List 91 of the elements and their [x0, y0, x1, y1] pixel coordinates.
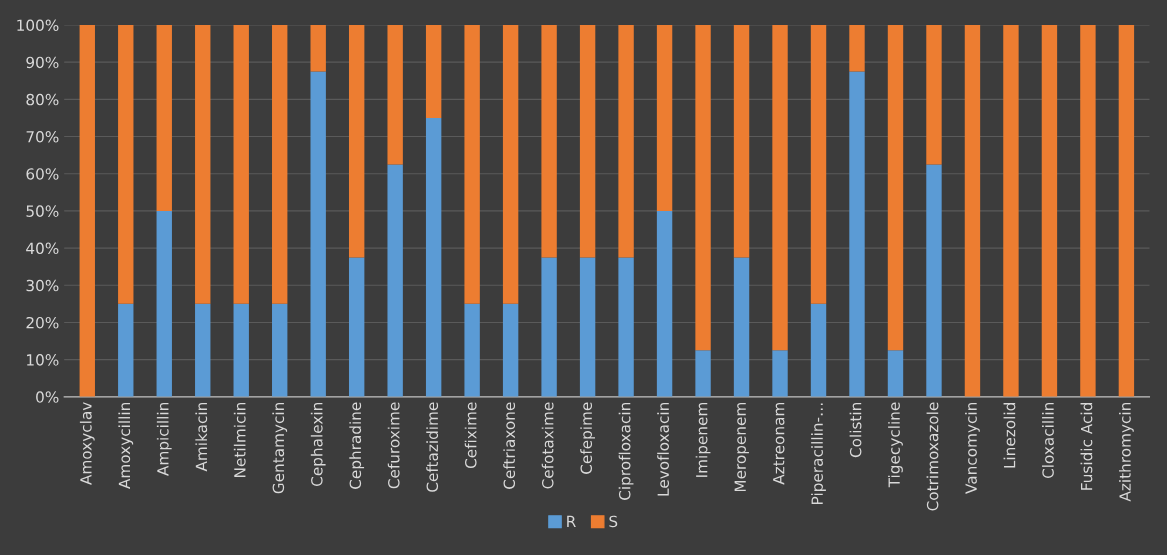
bar	[695, 24, 711, 351]
bar	[425, 24, 442, 118]
bar	[310, 24, 326, 72]
x-tick-label: Cotrimoxazole	[926, 402, 939, 511]
bar	[387, 24, 403, 165]
bar	[348, 257, 365, 397]
bar	[348, 24, 365, 258]
x-tick-label: Ceftriaxone	[503, 402, 516, 489]
x-tick-label: Azithromycin	[1119, 402, 1134, 502]
bar	[464, 24, 480, 304]
bar	[541, 24, 557, 258]
bar	[772, 350, 788, 397]
x-tick-label: Cefepime	[580, 402, 595, 474]
bar	[656, 210, 673, 397]
y-tick-label: 20%	[26, 316, 59, 329]
x-tick-label: Colistin	[849, 402, 862, 458]
x-tick-label: Piperacillin-…	[811, 403, 826, 504]
x-tick-label: Amoxyclav	[79, 402, 95, 485]
x-tick-label: Gentamycin	[272, 402, 288, 494]
bar	[579, 24, 596, 258]
x-tick-label: Tigecycline	[888, 402, 903, 488]
bar	[733, 24, 750, 258]
x-tick-label: Ampicillin	[156, 402, 172, 476]
x-tick-label: Vancomycin	[965, 402, 980, 494]
bar	[233, 303, 249, 397]
bar	[849, 71, 865, 397]
legend-label: S	[609, 515, 618, 528]
bar	[733, 257, 750, 397]
bar	[464, 303, 480, 397]
y-tick-label: 60%	[26, 168, 59, 180]
x-tick-label: Imipenem	[695, 402, 711, 477]
bar	[926, 164, 942, 397]
bar	[118, 24, 134, 304]
bar	[926, 24, 942, 165]
x-tick-label: Cephalexin	[310, 402, 326, 486]
x-tick-label: Cefuroxime	[387, 402, 400, 489]
x-tick-label: Cloxacillin	[1042, 402, 1054, 479]
bar	[656, 24, 673, 211]
bar	[1118, 24, 1135, 397]
y-tick-label: 40%	[26, 242, 59, 255]
bar	[425, 117, 442, 397]
x-tick-label: Netilmicin	[233, 402, 246, 477]
bar	[810, 303, 827, 397]
x-tick-label: Cefixime	[464, 402, 477, 469]
bar	[695, 350, 711, 397]
x-tick-label: Linezolid	[1003, 403, 1016, 468]
x-tick-label: Cefotaxime	[541, 402, 554, 489]
y-tick-label: 10%	[27, 354, 59, 366]
x-tick-label: Meropenem	[734, 402, 749, 492]
bar	[233, 24, 249, 304]
y-tick-label: 80%	[26, 93, 59, 106]
y-tick-label: 50%	[26, 205, 59, 217]
y-tick-label: 0%	[36, 391, 59, 403]
bar	[541, 257, 557, 397]
x-tick-label: Ciprofloxacin	[618, 402, 634, 500]
x-tick-label: Cephradine	[349, 402, 365, 489]
bar	[849, 24, 865, 72]
x-tick-label: Levofloxacin	[657, 402, 669, 496]
bar	[618, 257, 634, 397]
bar	[964, 24, 981, 397]
bar	[502, 24, 519, 304]
x-tick-label: Amikacin	[195, 402, 208, 472]
bar	[387, 164, 403, 397]
y-tick-label: 100%	[17, 19, 59, 31]
bar	[579, 257, 596, 397]
bar	[195, 24, 211, 304]
bar	[1003, 24, 1019, 397]
bar	[1041, 24, 1058, 397]
bar	[618, 24, 634, 258]
bar	[887, 350, 904, 397]
bar	[887, 24, 904, 351]
bar	[156, 210, 172, 397]
bar	[272, 303, 288, 397]
x-tick-label: Aztreonam	[773, 402, 785, 485]
x-tick-label: Fusidic Acid	[1080, 403, 1093, 490]
bar	[156, 24, 172, 211]
bar	[810, 24, 827, 304]
bar	[772, 24, 788, 351]
x-tick-label: Ceftazidime	[426, 402, 439, 492]
y-tick-label: 30%	[26, 279, 59, 292]
bar	[502, 303, 519, 397]
bar	[195, 303, 211, 397]
bar	[272, 24, 288, 304]
bar	[1080, 24, 1096, 397]
y-tick-label: 90%	[26, 56, 59, 69]
legend-label: R	[567, 515, 576, 527]
bar	[79, 24, 95, 397]
bar	[310, 71, 326, 397]
x-tick-label: Amoxycillin	[118, 402, 134, 489]
y-tick-label: 70%	[26, 131, 59, 143]
bar	[118, 303, 134, 397]
